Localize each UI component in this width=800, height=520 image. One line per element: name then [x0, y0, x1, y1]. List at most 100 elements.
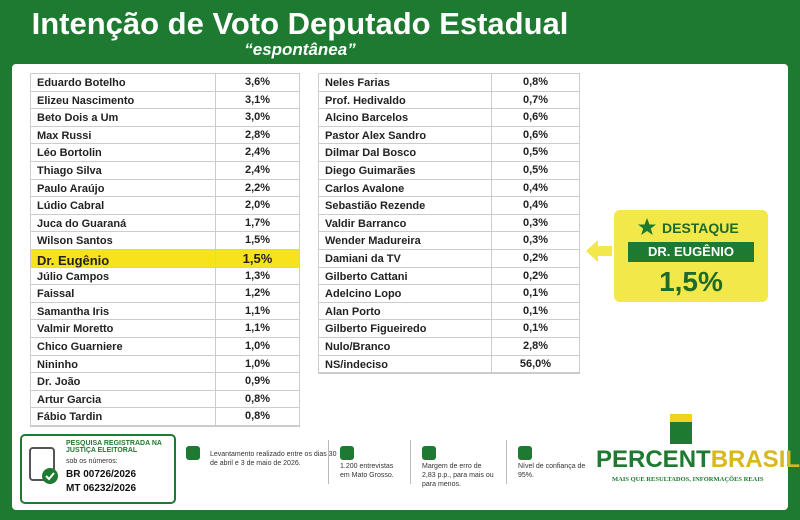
table-row: Valdir Barranco 0,3% — [319, 214, 579, 233]
table-row: Paulo Araújo 2,2% — [31, 179, 299, 198]
vote-share: 1,1% — [215, 320, 299, 338]
vote-share: 1,0% — [215, 338, 299, 356]
registration-number: BR 00726/2026 — [66, 469, 137, 480]
candidate-name: Dr. João — [37, 376, 81, 389]
candidate-name: Artur Garcia — [37, 393, 102, 406]
vote-share: 2,4% — [215, 144, 299, 162]
vote-share: 0,7% — [491, 91, 579, 110]
info-icon — [518, 446, 532, 460]
title: Intenção de Voto Deputado Estadual — [31, 6, 569, 41]
vote-share: 0,5% — [491, 162, 579, 180]
table-row: Fábio Tardin 0,8% — [31, 408, 299, 426]
candidate-name: Gilberto Figueiredo — [325, 323, 427, 336]
candidate-name: Diego Guimarães — [325, 165, 416, 177]
table-row: Alan Porto 0,1% — [319, 302, 579, 321]
table-row: Juca do Guaraná 1,7% — [31, 214, 299, 233]
vote-share: 0,6% — [491, 126, 579, 145]
table-row: Dr. Eugênio 1,5% — [31, 250, 299, 268]
info-text: Levantamento realizado entre os dias 30 … — [210, 451, 337, 467]
table-row: Sebastião Rezende 0,4% — [319, 197, 579, 215]
vote-share: 3,1% — [215, 91, 299, 110]
table: Eduardo Botelho 3,6% Elizeu Nascimento 3,1%… — [30, 73, 300, 427]
table-row: Elizeu Nascimento 3,1% — [31, 91, 299, 110]
table-row: Artur Garcia 0,8% — [31, 390, 299, 409]
logo-tagline: MAIS QUE RESULTADOS, INFORMAÇÕES REAIS — [612, 476, 764, 483]
logo-icon — [670, 414, 692, 444]
candidate-name: Eduardo Botelho — [37, 77, 126, 89]
vote-share: 0,8% — [215, 408, 299, 426]
table-row: Nininho 1,0% — [31, 355, 299, 374]
vote-share: 2,8% — [491, 338, 579, 356]
candidate-name: Gilberto Cattani — [325, 270, 408, 283]
subtitle: “espontânea” — [244, 40, 356, 59]
vote-share: 0,4% — [491, 197, 579, 215]
vote-share: 0,2% — [491, 267, 579, 286]
vote-share: 3,0% — [215, 109, 299, 127]
vote-share: 1,2% — [215, 285, 299, 303]
table-row: Pastor Alex Sandro 0,6% — [319, 126, 579, 145]
table-row: Alcino Barcelos 0,6% — [319, 109, 579, 127]
vote-share: 1,7% — [215, 214, 299, 233]
registration-box: PESQUISA REGISTRADA NA JUSTIÇA ELEITORAL… — [20, 434, 176, 504]
table-row: Valmir Moretto 1,1% — [31, 320, 299, 338]
candidate-name: Neles Farias — [325, 77, 390, 89]
candidate-name: Paulo Araújo — [37, 182, 105, 195]
candidate-name: Nininho — [37, 358, 78, 371]
table-row: Faissal 1,2% — [31, 285, 299, 303]
candidate-name: Léo Bortolin — [37, 147, 102, 160]
registration-title: PESQUISA REGISTRADA NA JUSTIÇA ELEITORAL — [66, 440, 162, 454]
candidate-name: Max Russi — [37, 129, 92, 142]
candidate-name: Sebastião Rezende — [325, 200, 426, 213]
table-row: Léo Bortolin 2,4% — [31, 144, 299, 162]
registration-number: MT 06232/2026 — [66, 483, 137, 494]
table-row: Gilberto Cattani 0,2% — [319, 267, 579, 286]
vote-share: 0,4% — [491, 179, 579, 198]
vote-share: 56,0% — [491, 355, 579, 374]
logo-part: PERCENT — [596, 446, 711, 473]
vote-share: 0,1% — [491, 320, 579, 338]
table: Neles Farias 0,8% Prof. Hedivaldo 0,7% Alcin… — [318, 73, 580, 375]
table-row: Diego Guimarães 0,5% — [319, 162, 579, 180]
table-row: Neles Farias 0,8% — [319, 74, 579, 92]
vote-share: 0,2% — [491, 250, 579, 268]
candidate-name: Damiani da TV — [325, 253, 401, 265]
candidate-name: Lúdio Cabral — [37, 200, 105, 213]
candidate-name: Dilmar Dal Bosco — [325, 147, 417, 160]
highlight-value: 1,5% — [659, 266, 723, 297]
highlight-box: DESTAQUE DR. EUGÊNIO 1,5% — [614, 210, 768, 302]
info-icon — [340, 446, 354, 460]
vote-share: 2,4% — [215, 162, 299, 180]
clipboard-icon — [29, 447, 58, 484]
table-row: Wilson Santos 1,5% — [31, 232, 299, 250]
vote-share: 2,2% — [215, 179, 299, 198]
candidate-name: Wilson Santos — [37, 235, 113, 248]
vote-share: 1,3% — [215, 267, 299, 286]
vote-share: 2,0% — [215, 197, 299, 215]
candidate-name: Alan Porto — [325, 305, 381, 318]
table-row: Beto Dois a Um 3,0% — [31, 109, 299, 127]
info-text: Nível de confiança de 95%. — [518, 463, 586, 479]
candidate-name: Samantha Iris — [37, 305, 110, 318]
vote-share: 0,3% — [491, 214, 579, 233]
vote-share: 1,5% — [215, 232, 299, 250]
table-row: Thiago Silva 2,4% — [31, 162, 299, 180]
separator — [410, 440, 411, 484]
candidate-name: Valdir Barranco — [325, 217, 407, 230]
separator — [506, 440, 507, 484]
vote-share: 0,5% — [491, 144, 579, 162]
vote-share: 0,8% — [491, 74, 579, 92]
candidate-name: NS/indeciso — [325, 358, 388, 371]
table-row: Max Russi 2,8% — [31, 126, 299, 145]
candidate-name: Juca do Guaraná — [37, 217, 127, 230]
candidate-name: Elizeu Nascimento — [37, 94, 135, 107]
table-row: Samantha Iris 1,1% — [31, 302, 299, 321]
candidate-name: Chico Guarniere — [37, 341, 123, 353]
info-icon — [186, 446, 200, 460]
info-text: Margem de erro de 2,83 p.p., para mais o… — [422, 463, 494, 488]
table-row: Wender Madureira 0,3% — [319, 232, 579, 250]
info-icon — [422, 446, 436, 460]
vote-share: 0,1% — [491, 285, 579, 303]
vote-share: 1,1% — [215, 302, 299, 321]
